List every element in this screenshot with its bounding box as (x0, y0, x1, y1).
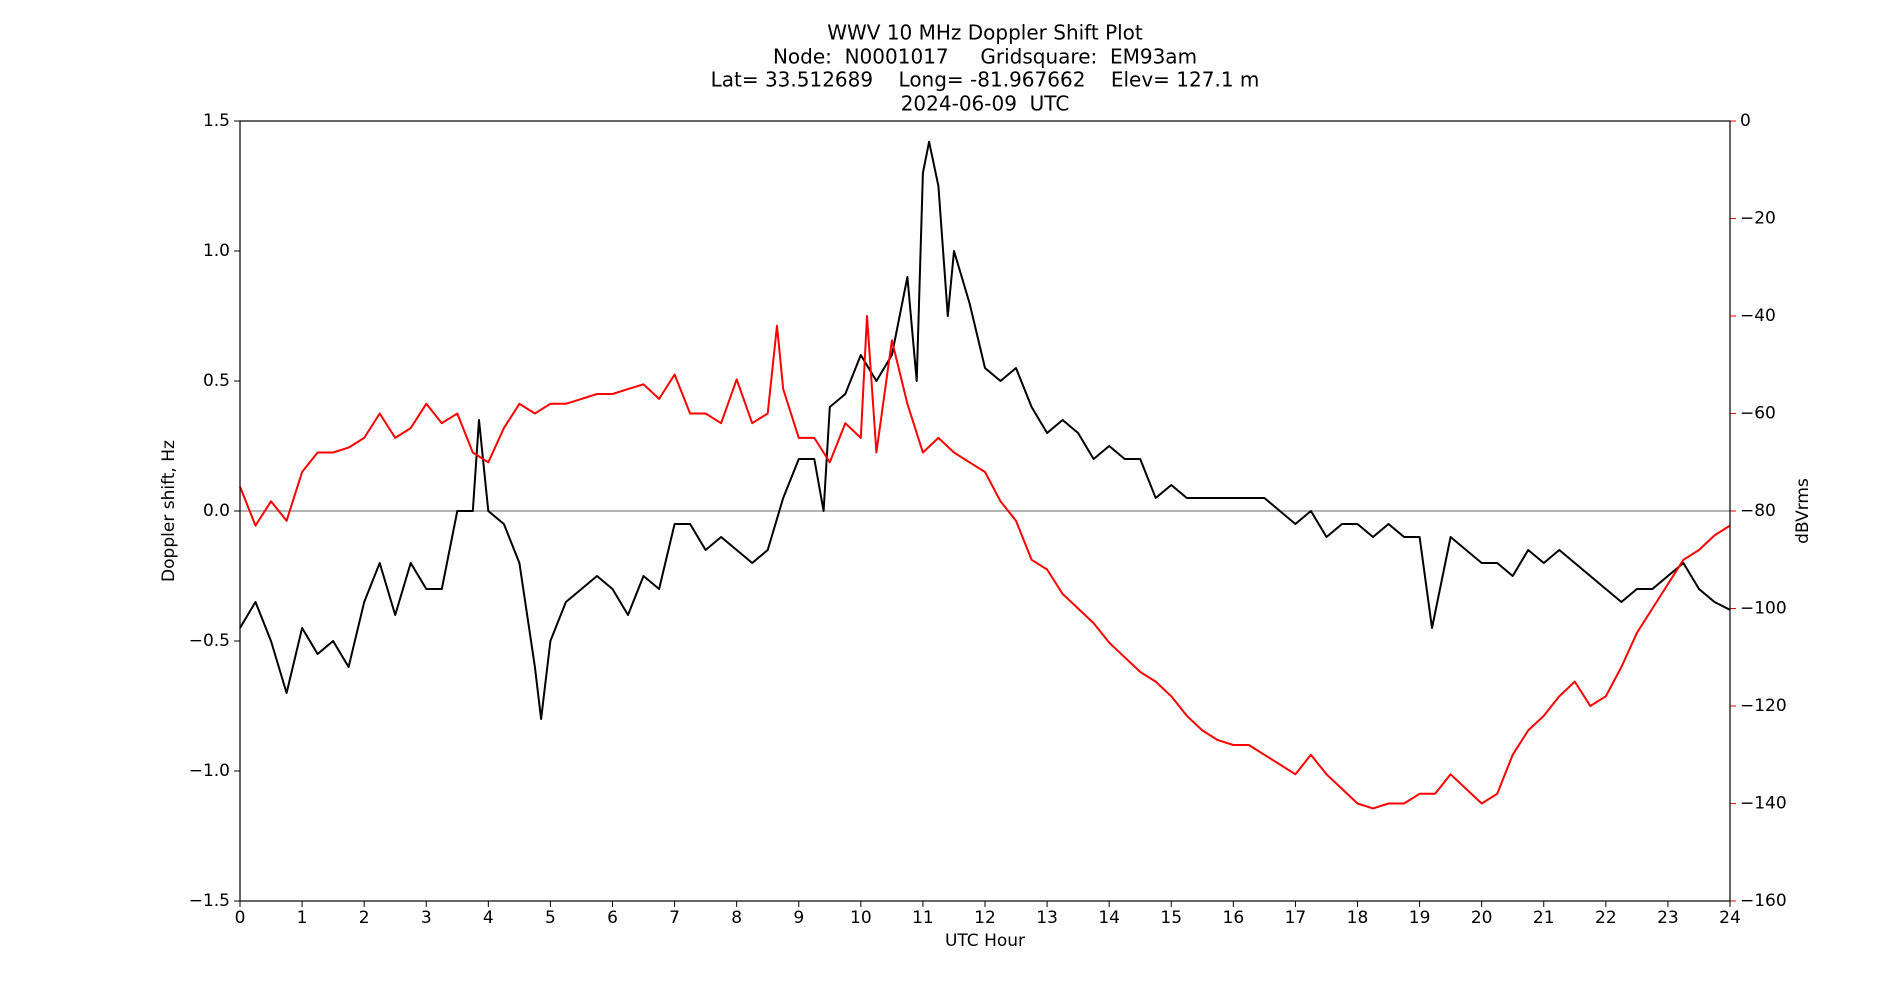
x-tick-label: 22 (1595, 908, 1617, 928)
x-tick-label: 3 (421, 908, 432, 928)
x-tick-label: 21 (1533, 908, 1555, 928)
x-tick-label: 1 (297, 908, 308, 928)
y-tick-label: 1.0 (203, 241, 230, 261)
y2-tick-label: −160 (1740, 891, 1787, 911)
x-tick-label: 19 (1409, 908, 1431, 928)
x-tick-label: 12 (974, 908, 996, 928)
x-tick-label: 11 (912, 908, 934, 928)
chart-title: WWV 10 MHz Doppler Shift Plot (827, 21, 1143, 45)
y2-tick-label: −140 (1740, 794, 1787, 814)
x-tick-label: 24 (1719, 908, 1741, 928)
y-tick-label: 1.5 (203, 111, 230, 131)
data-line (239, 140, 1731, 720)
x-tick-label: 5 (545, 908, 556, 928)
x-axis-label: UTC Hour (945, 931, 1025, 951)
x-tick-label: 17 (1285, 908, 1307, 928)
x-tick-label: 4 (483, 908, 494, 928)
chart-subtitle: Node: N0001017 Gridsquare: EM93am (773, 45, 1197, 69)
data-line (239, 315, 1731, 810)
y2-tick-label: −120 (1740, 696, 1787, 716)
y2-tick-label: −80 (1740, 501, 1776, 521)
y2-axis-label: dBVrms (1793, 478, 1813, 544)
x-tick-label: 8 (731, 908, 742, 928)
y2-tick-label: −100 (1740, 599, 1787, 619)
y-tick-label: 0.5 (203, 371, 230, 391)
x-tick-label: 13 (1036, 908, 1058, 928)
y2-tick-label: −20 (1740, 209, 1776, 229)
x-tick-label: 14 (1098, 908, 1120, 928)
y-tick-label: −0.5 (189, 631, 230, 651)
x-tick-label: 10 (850, 908, 872, 928)
plot-frame (239, 120, 1731, 902)
y-tick-label: −1.5 (189, 891, 230, 911)
x-tick-label: 2 (359, 908, 370, 928)
x-tick-label: 9 (793, 908, 804, 928)
x-tick-label: 7 (669, 908, 680, 928)
x-tick-label: 20 (1471, 908, 1493, 928)
chart-subtitle: Lat= 33.512689 Long= -81.967662 Elev= 12… (711, 68, 1260, 92)
y-tick-label: 0.0 (203, 501, 230, 521)
x-tick-label: 0 (235, 908, 246, 928)
y2-tick-label: −60 (1740, 404, 1776, 424)
x-tick-label: 16 (1223, 908, 1245, 928)
y-tick-label: −1.0 (189, 761, 230, 781)
x-tick-label: 18 (1347, 908, 1369, 928)
x-tick-label: 15 (1160, 908, 1182, 928)
y2-tick-label: −40 (1740, 306, 1776, 326)
chart-subtitle: 2024-06-09 UTC (901, 92, 1070, 116)
x-tick-label: 6 (607, 908, 618, 928)
y-axis-label: Doppler shift, Hz (159, 440, 179, 582)
x-tick-label: 23 (1657, 908, 1679, 928)
y2-tick-label: 0 (1740, 111, 1751, 131)
